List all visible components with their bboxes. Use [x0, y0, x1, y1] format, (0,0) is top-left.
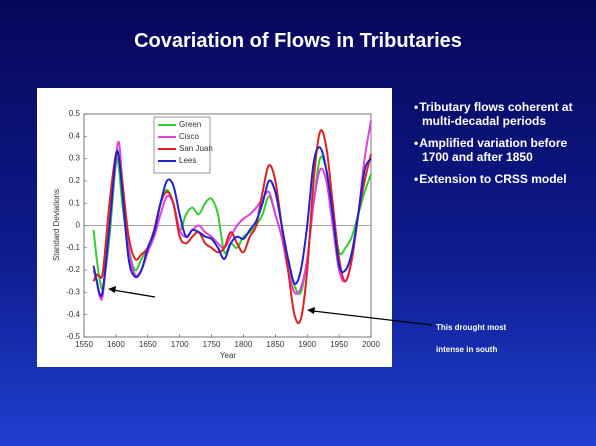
arrow — [112, 289, 156, 298]
bullet: Extension to CRSS model — [414, 172, 584, 186]
legend-label: Green — [179, 120, 201, 129]
y-tick-label: 0.3 — [69, 154, 81, 163]
bullet-list: Tributary flows coherent at multi-decada… — [414, 100, 584, 194]
x-tick-label: 2000 — [362, 340, 380, 349]
x-tick-label: 1550 — [75, 340, 93, 349]
x-tick-label: 1650 — [139, 340, 157, 349]
y-tick-label: 0 — [76, 221, 81, 230]
legend-label: San Juan — [179, 144, 213, 153]
arrow-head — [307, 307, 315, 314]
bullet: Tributary flows coherent at multi-decada… — [414, 100, 584, 128]
y-tick-label: -0.2 — [66, 265, 80, 274]
y-tick-label: 0.4 — [69, 131, 81, 140]
x-tick-label: 1900 — [298, 340, 316, 349]
x-tick-label: 1750 — [203, 340, 221, 349]
x-tick-label: 1850 — [266, 340, 284, 349]
y-tick-label: 0.5 — [69, 109, 81, 118]
slide-title: Covariation of Flows in Tributaries — [134, 30, 462, 52]
y-axis-label: Standard Deviations — [52, 189, 61, 261]
legend-label: Cisco — [179, 132, 200, 141]
y-tick-label: -0.3 — [66, 288, 80, 297]
arrow — [312, 310, 433, 326]
chart-background — [37, 88, 392, 367]
legend-label: Lees — [179, 156, 196, 165]
y-tick-label: 0.1 — [69, 198, 81, 207]
x-tick-label: 1950 — [330, 340, 348, 349]
legend-box — [153, 116, 211, 174]
y-tick-label: -0.1 — [66, 243, 80, 252]
series-line — [92, 146, 372, 298]
x-tick-label: 1800 — [235, 340, 253, 349]
arrows — [108, 286, 433, 326]
x-tick-label: 1600 — [107, 340, 125, 349]
x-tick-label: 1700 — [171, 340, 189, 349]
y-tick-label: -0.5 — [66, 332, 80, 341]
series-line — [92, 129, 372, 325]
x-axis-label: Year — [220, 351, 237, 360]
arrow-head — [108, 286, 116, 293]
annotation: This drought most intense in south — [436, 323, 507, 354]
y-tick-label: 0.2 — [69, 176, 81, 185]
bullet: Amplified variation before 1700 and afte… — [414, 136, 584, 164]
y-tick-label: -0.4 — [66, 310, 80, 319]
